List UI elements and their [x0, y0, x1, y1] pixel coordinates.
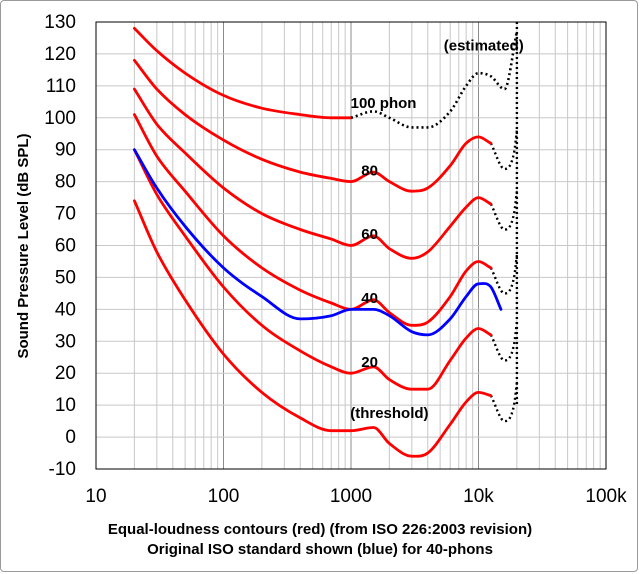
y-tick-label: 10 — [55, 395, 76, 416]
y-tick-label: 0 — [65, 427, 76, 448]
y-tick-label: 70 — [55, 204, 76, 225]
y-tick-label: 60 — [55, 236, 76, 257]
y-tick-label: 20 — [55, 363, 76, 384]
annotation: 100 phon — [351, 95, 417, 112]
annotation: (threshold) — [350, 405, 428, 422]
x-tick-label: 100 — [208, 486, 240, 507]
series-line — [133, 199, 493, 458]
annotation: 80 — [361, 162, 378, 179]
y-tick-label: 40 — [55, 299, 76, 320]
y-axis-title: Sound Pressure Level (dB SPL) — [15, 133, 32, 358]
series-line — [133, 27, 353, 120]
annotation: 40 — [361, 290, 378, 307]
y-tick-label: -10 — [49, 459, 76, 480]
x-tick-label: 10k — [463, 486, 494, 507]
x-tick-label: 1000 — [330, 486, 372, 507]
x-axis-subtitle: Original ISO standard shown (blue) for 4… — [147, 541, 493, 558]
curves — [133, 22, 519, 458]
estimated-extension — [489, 191, 519, 231]
y-tick-label: 90 — [55, 140, 76, 161]
annotations: (estimated) 100 phon 80 60 40 20 (threshold) — [350, 38, 524, 422]
y-tick-label: 120 — [44, 44, 76, 65]
series-line — [350, 31, 519, 129]
estimated-extension — [489, 130, 519, 171]
estimated-extension — [489, 254, 519, 295]
y-tick-label: 100 — [44, 108, 76, 129]
y-tick-label: 50 — [55, 267, 76, 288]
series-line — [133, 113, 493, 327]
x-tick-labels: 10 100 1000 10k 100k — [85, 486, 627, 507]
estimated-extension — [489, 382, 519, 423]
y-tick-label: 80 — [55, 172, 76, 193]
annotation: 20 — [361, 354, 378, 371]
y-tick-label: 110 — [46, 76, 76, 97]
series-line — [133, 148, 493, 391]
annotation: 60 — [361, 226, 378, 243]
x-tick-label: 100k — [585, 486, 627, 507]
y-tick-label: 30 — [55, 331, 76, 352]
series-line — [133, 87, 493, 260]
x-tick-label: 10 — [85, 486, 106, 507]
x-axis-title: Equal-loudness contours (red) (from ISO … — [107, 521, 533, 538]
y-tick-label: 130 — [44, 12, 76, 33]
annotation: (estimated) — [444, 38, 524, 55]
series-line — [133, 58, 493, 193]
series-line — [133, 148, 503, 337]
plot-border — [95, 21, 607, 470]
